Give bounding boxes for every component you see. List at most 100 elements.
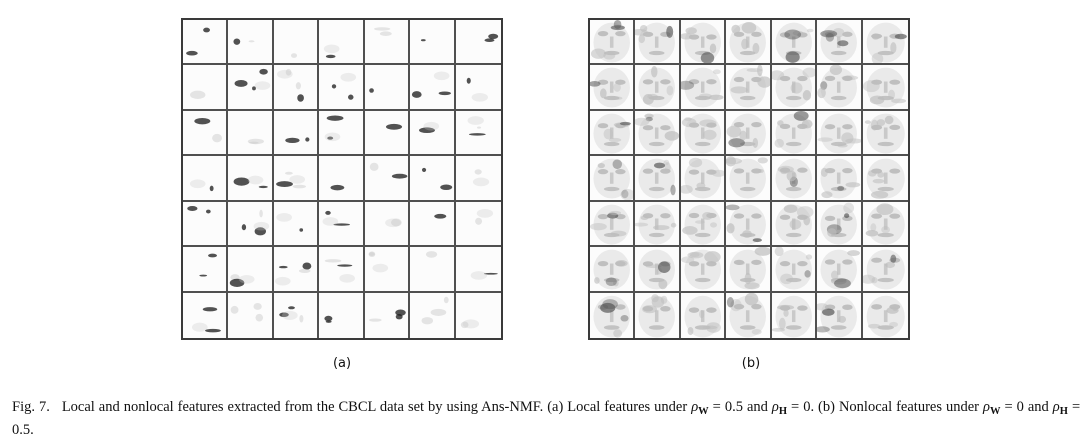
caption-rho-3: ρ <box>982 399 990 415</box>
feature-thumbnail <box>470 271 498 280</box>
feature-thumbnail <box>234 175 269 189</box>
feature-cell-b-36 <box>590 247 636 293</box>
feature-cell-b-38 <box>680 247 727 293</box>
feature-thumbnail <box>290 53 297 58</box>
caption-text-4: = 0 and <box>1004 399 1049 415</box>
feature-cell-b-49 <box>862 292 908 338</box>
feature-thumbnail <box>680 68 724 108</box>
feature-cell-b-42 <box>862 247 908 293</box>
feature-thumbnail <box>274 262 312 286</box>
feature-cell-a-34 <box>410 201 456 248</box>
feature-cell-a-7 <box>455 20 501 66</box>
feature-cell-b-17 <box>680 110 727 157</box>
feature-thumbnail <box>472 169 489 187</box>
feature-thumbnail <box>862 249 905 290</box>
feature-thumbnail <box>231 302 264 322</box>
feature-thumbnail <box>635 204 677 245</box>
feature-thumbnail <box>638 249 676 290</box>
caption-text-1: Local and nonlocal features extracted fr… <box>61 399 688 415</box>
feature-thumbnail <box>186 27 210 56</box>
feature-thumbnail <box>820 202 858 245</box>
feature-thumbnail <box>590 68 630 108</box>
feature-cell-a-2 <box>228 20 274 66</box>
feature-cell-b-47 <box>771 292 818 338</box>
feature-cell-b-9 <box>635 65 681 111</box>
feature-thumbnail <box>189 179 214 192</box>
feature-cell-b-10 <box>680 65 727 111</box>
feature-cell-a-48 <box>410 292 456 338</box>
subfigure-label-a: (a) <box>332 356 352 371</box>
feature-cell-a-22 <box>183 156 229 202</box>
feature-cell-a-14 <box>455 65 501 111</box>
feature-thumbnail <box>332 73 357 101</box>
feature-thumbnail <box>684 295 721 338</box>
feature-cell-b-14 <box>862 65 908 111</box>
feature-thumbnail <box>820 249 861 290</box>
feature-thumbnail <box>820 22 858 63</box>
feature-thumbnail <box>682 204 721 245</box>
feature-thumbnail <box>775 204 814 245</box>
feature-cell-a-40 <box>364 247 411 293</box>
feature-thumbnail <box>242 209 270 236</box>
feature-thumbnail <box>864 113 905 154</box>
feature-thumbnail <box>434 213 447 219</box>
feature-thumbnail <box>726 204 767 245</box>
feature-thumbnail <box>233 38 255 45</box>
feature-cell-a-47 <box>364 292 411 338</box>
feature-thumbnail <box>194 117 222 143</box>
caption-rho-4: ρ <box>1052 399 1060 415</box>
feature-thumbnail <box>729 65 770 108</box>
feature-thumbnail <box>368 251 388 273</box>
feature-cell-a-13 <box>410 65 456 111</box>
feature-thumbnail <box>324 44 340 59</box>
feature-cell-b-46 <box>726 292 772 338</box>
feature-thumbnail <box>729 247 770 290</box>
feature-thumbnail <box>727 292 767 338</box>
feature-grid-b <box>590 20 908 338</box>
caption-rho-1: ρ <box>691 399 699 415</box>
feature-cell-a-10 <box>273 65 320 111</box>
feature-thumbnail <box>681 113 721 154</box>
feature-cell-a-4 <box>319 20 365 66</box>
feature-thumbnail <box>775 22 814 63</box>
feature-cell-a-30 <box>228 201 274 248</box>
feature-cell-b-12 <box>771 65 818 111</box>
feature-cell-a-17 <box>273 110 320 157</box>
feature-thumbnail <box>275 172 306 189</box>
feature-cell-a-23 <box>228 156 274 202</box>
feature-cell-a-43 <box>183 292 229 338</box>
feature-thumbnail <box>726 156 769 199</box>
feature-thumbnail <box>421 39 426 42</box>
feature-cell-a-11 <box>319 65 365 111</box>
figure-caption: Fig. 7. Local and nonlocal features extr… <box>12 398 1080 440</box>
feature-thumbnail <box>422 168 453 191</box>
feature-thumbnail <box>635 22 676 63</box>
feature-cell-b-35 <box>862 201 908 248</box>
feature-cell-b-23 <box>635 156 681 202</box>
feature-cell-b-7 <box>862 20 908 66</box>
feature-cell-a-32 <box>319 201 365 248</box>
feature-thumbnail <box>817 295 858 338</box>
feature-thumbnail <box>373 27 392 36</box>
feature-cell-a-49 <box>455 292 501 338</box>
feature-thumbnail <box>385 123 402 130</box>
panel-b-nonlocal-features <box>588 18 910 340</box>
feature-thumbnail <box>325 259 356 283</box>
caption-sub-2: H <box>778 406 788 417</box>
feature-cell-b-26 <box>771 156 818 202</box>
feature-thumbnail <box>771 67 816 108</box>
feature-thumbnail <box>474 208 493 225</box>
feature-thumbnail <box>187 205 211 214</box>
feature-cell-b-21 <box>862 110 908 157</box>
feature-cell-a-37 <box>228 247 274 293</box>
feature-cell-b-20 <box>817 110 863 157</box>
feature-cell-b-6 <box>817 20 863 66</box>
feature-cell-a-42 <box>455 247 501 293</box>
feature-thumbnail <box>324 115 344 142</box>
feature-cell-b-11 <box>726 65 772 111</box>
feature-thumbnail <box>680 158 725 199</box>
feature-cell-a-45 <box>273 292 320 338</box>
feature-cell-b-16 <box>635 110 681 157</box>
feature-cell-b-43 <box>590 292 636 338</box>
feature-thumbnail <box>199 253 218 277</box>
